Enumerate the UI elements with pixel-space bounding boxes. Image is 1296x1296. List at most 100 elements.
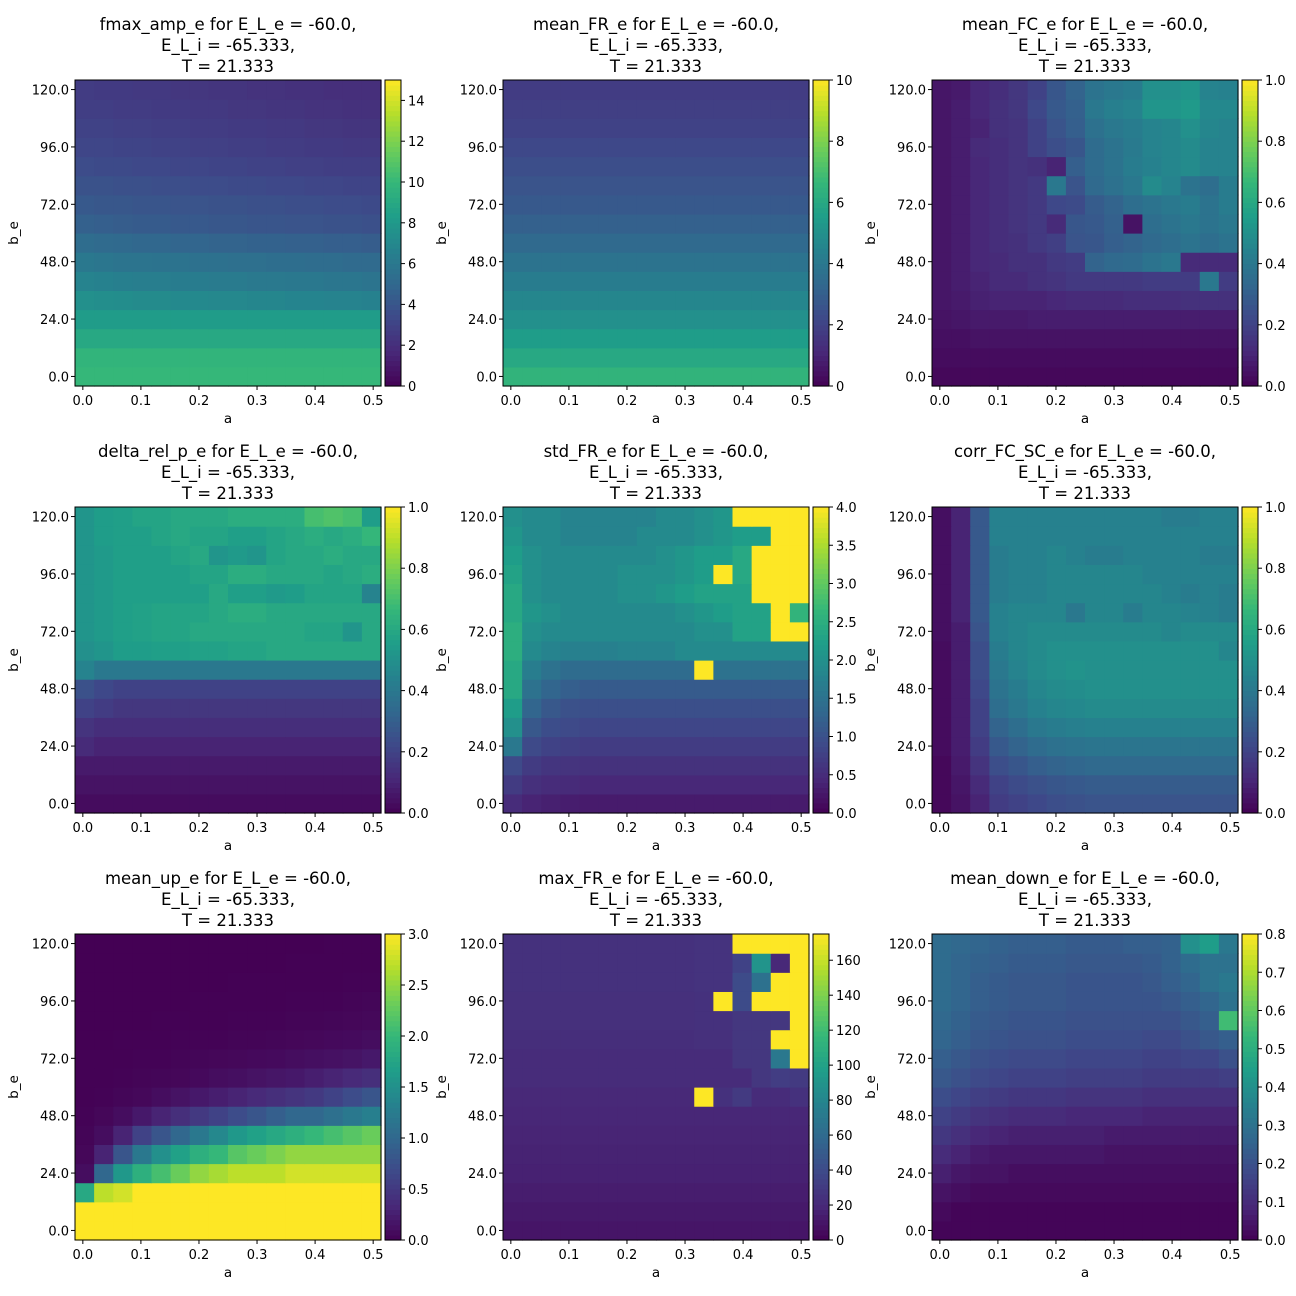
colorbar-segment xyxy=(813,340,829,346)
heatmap-cell xyxy=(1142,679,1163,699)
heatmap-cell xyxy=(113,660,133,680)
heatmap-cell xyxy=(541,640,561,661)
heatmap-cell xyxy=(989,347,1010,368)
heatmap-cell xyxy=(361,526,382,546)
colorbar-segment xyxy=(385,80,401,86)
colorbar-segment xyxy=(1242,227,1258,234)
heatmap-cell xyxy=(713,80,734,100)
heatmap-cell xyxy=(323,755,344,776)
heatmap-cell xyxy=(323,1048,344,1069)
colorbar-segment xyxy=(813,1178,829,1185)
heatmap-cell xyxy=(636,252,657,272)
colorbar-segment xyxy=(813,944,829,950)
heatmap-cell xyxy=(541,252,561,272)
heatmap-cell xyxy=(989,621,1010,642)
heatmap-cell xyxy=(1104,755,1124,776)
heatmap-cell xyxy=(132,1010,153,1031)
heatmap-cell xyxy=(1104,526,1124,546)
heatmap-cell xyxy=(732,640,753,661)
heatmap-cell xyxy=(94,1106,114,1126)
heatmap-cell xyxy=(342,290,363,311)
heatmap-cell xyxy=(732,252,753,272)
colorbar-segment xyxy=(385,934,401,940)
heatmap-cell xyxy=(560,526,581,546)
heatmap-cell xyxy=(1180,1125,1201,1145)
heatmap-cell xyxy=(1046,660,1067,680)
colorbar-segment xyxy=(385,222,401,229)
colorbar-segment xyxy=(385,1030,401,1037)
heatmap-cell xyxy=(560,328,581,349)
heatmap-cell xyxy=(541,545,561,565)
heatmap-cell xyxy=(579,934,600,954)
heatmap-cell xyxy=(675,1163,695,1184)
heatmap-cell xyxy=(1142,175,1163,196)
heatmap-cell xyxy=(713,1163,734,1184)
heatmap-cell xyxy=(579,1106,600,1126)
heatmap-cell xyxy=(522,583,542,604)
heatmap-cell xyxy=(656,991,676,1012)
heatmap-cell xyxy=(189,793,210,814)
heatmap-cell xyxy=(560,679,581,699)
heatmap-cell xyxy=(1123,774,1143,795)
heatmap-cell xyxy=(713,175,734,196)
heatmap-cell xyxy=(1008,545,1029,565)
colorbar-segment xyxy=(385,568,401,574)
heatmap-cell xyxy=(247,660,267,680)
heatmap-cell xyxy=(951,679,971,699)
colorbar-tick-label: 0.0 xyxy=(1265,380,1286,395)
heatmap-cell xyxy=(579,679,600,699)
heatmap-cell xyxy=(541,564,561,585)
heatmap-cell xyxy=(1199,347,1220,368)
heatmap-cell xyxy=(361,972,382,992)
heatmap-cell xyxy=(770,252,791,272)
heatmap-cell xyxy=(342,564,363,585)
colorbar-segment xyxy=(1242,1030,1258,1037)
heatmap-cell xyxy=(789,660,810,680)
heatmap-cell xyxy=(932,80,952,100)
colorbar-segment xyxy=(385,1117,401,1124)
heatmap-cell xyxy=(151,1067,172,1088)
heatmap-cell xyxy=(361,1144,382,1165)
heatmap-cell xyxy=(970,640,990,661)
heatmap-panel: mean_up_e for E_L_e = -60.0, E_L_i = -65.… xyxy=(6,869,429,1281)
heatmap-cell xyxy=(694,934,714,954)
colorbar-segment xyxy=(1242,644,1258,651)
heatmap-cell xyxy=(1065,366,1086,387)
heatmap-cell xyxy=(970,1087,990,1107)
heatmap-cell xyxy=(1027,213,1048,234)
heatmap-cell xyxy=(1199,583,1220,604)
heatmap-cell xyxy=(1142,118,1163,138)
heatmap-cell xyxy=(361,156,382,177)
heatmap-cell xyxy=(789,271,810,291)
heatmap-cells xyxy=(75,507,382,814)
heatmap-cell xyxy=(1046,934,1067,954)
colorbar-segment xyxy=(813,166,829,173)
heatmap-cell xyxy=(541,80,561,100)
heatmap-cell xyxy=(228,1220,248,1241)
y-tick-label: 24.0 xyxy=(897,740,926,755)
heatmap-cell xyxy=(247,507,267,527)
heatmap-cell xyxy=(989,1106,1010,1126)
heatmap-cell xyxy=(342,1010,363,1031)
heatmap-cell xyxy=(285,1067,306,1088)
heatmap-cell xyxy=(75,736,95,757)
heatmap-cell xyxy=(1065,347,1086,368)
heatmap-cell xyxy=(247,1067,267,1088)
colorbar-segment xyxy=(813,1076,829,1083)
heatmap-cell xyxy=(228,774,248,795)
heatmap-cell xyxy=(361,328,382,349)
heatmap-cell xyxy=(598,233,619,253)
heatmap-cell xyxy=(1180,717,1201,738)
colorbar-segment xyxy=(385,741,401,748)
heatmap-cell xyxy=(656,80,676,100)
heatmap-cell xyxy=(208,252,229,272)
heatmap-cell xyxy=(713,118,734,138)
heatmap-cell xyxy=(989,991,1010,1012)
heatmap-cell xyxy=(522,1163,542,1184)
heatmap-cell xyxy=(732,1182,753,1203)
heatmap-cell xyxy=(342,1087,363,1107)
y-tick-label: 96.0 xyxy=(40,568,69,583)
heatmap-cell xyxy=(770,679,791,699)
heatmap-cell xyxy=(1008,213,1029,234)
heatmap-cell xyxy=(1085,1163,1105,1184)
